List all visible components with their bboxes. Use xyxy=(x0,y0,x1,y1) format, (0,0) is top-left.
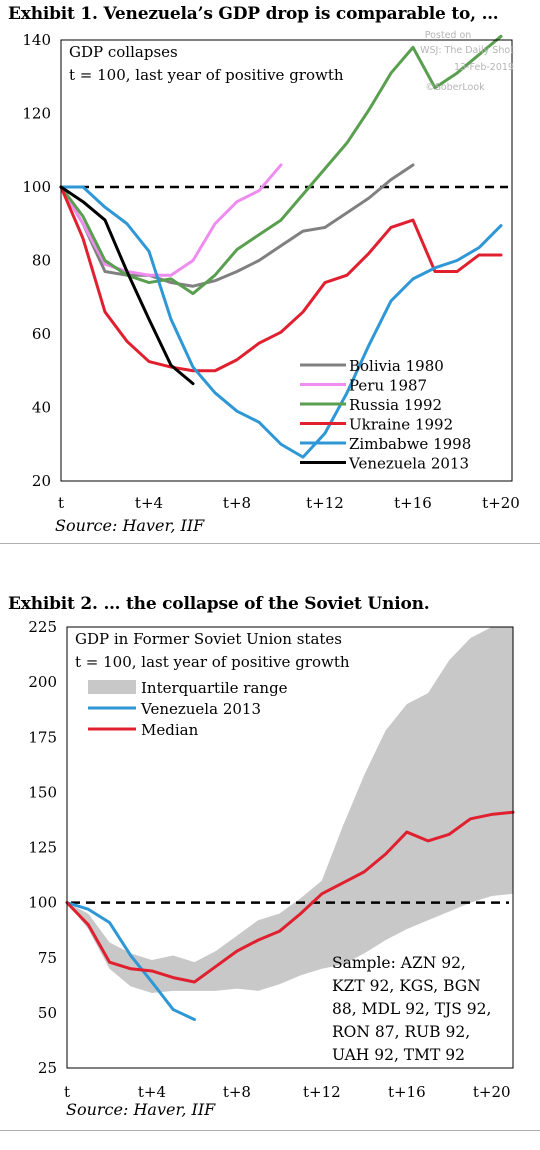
x-tick-label: t+20 xyxy=(482,494,520,512)
y-tick-label: 75 xyxy=(38,949,57,967)
y-tick-label: 100 xyxy=(22,178,51,196)
y-tick-label: 50 xyxy=(38,1004,57,1022)
sample-note-line: RON 87, RUB 92, xyxy=(332,1023,470,1041)
series-line-russia-1992 xyxy=(59,34,503,296)
plot-area: 20 40 60 80 100 120 140 t t+4 t+8 t+12 t+16 t+20 Boli… xyxy=(22,31,519,512)
y-tick-label: 150 xyxy=(28,783,57,801)
x-tick-label: t+16 xyxy=(394,494,432,512)
sample-note-line: Sample: AZN 92, xyxy=(332,954,466,972)
legend-label-venezuela-2013: Venezuela 2013 xyxy=(348,455,469,473)
legend-label-venezuela-2013: Venezuela 2013 xyxy=(140,700,261,718)
legend-label-russia-1992: Russia 1992 xyxy=(349,396,442,414)
exhibit-2: Exhibit 2. … the collapse of the Soviet … xyxy=(0,590,540,1135)
series-line-zimbabwe-1998 xyxy=(59,185,503,459)
legend-label-bolivia-1980: Bolivia 1980 xyxy=(349,357,444,375)
y-tick-label: 80 xyxy=(32,252,51,270)
y-tick-label: 120 xyxy=(22,105,51,123)
exhibit-1-title: Exhibit 1. Venezuela’s GDP drop is compa… xyxy=(8,4,499,24)
x-tick-label: t+16 xyxy=(388,1083,426,1101)
y-tick-label: 140 xyxy=(22,31,51,49)
x-tick-label: t+12 xyxy=(306,494,344,512)
legend-label-interquartile-range: Interquartile range xyxy=(141,679,288,697)
series-line-peru-1987 xyxy=(59,163,283,277)
source-note: Source: Haver, IIF xyxy=(66,1100,216,1119)
series-line-venezuela-2013 xyxy=(65,901,196,1021)
x-tick-label: t xyxy=(58,494,64,512)
divider xyxy=(0,1130,540,1131)
legend-label-peru-1987: Peru 1987 xyxy=(349,377,427,395)
source-note: Source: Haver, IIF xyxy=(55,516,205,535)
x-tick-label: t+4 xyxy=(138,1083,166,1101)
x-tick-label: t+8 xyxy=(223,1083,251,1101)
plot-frame xyxy=(66,626,514,1069)
y-tick-label: 125 xyxy=(28,839,57,857)
plot-frame xyxy=(60,39,513,482)
legend-label-zimbabwe-1998: Zimbabwe 1998 xyxy=(349,435,471,453)
sample-note-line: KZT 92, KGS, BGN xyxy=(332,977,481,995)
sample-note-line: 88, MDL 92, TJS 92, xyxy=(332,1000,491,1018)
watermark-text: WSJ: The Daily Shot xyxy=(420,45,514,56)
legend-label-ukraine-1992: Ukraine 1992 xyxy=(349,416,453,434)
y-tick-label: 60 xyxy=(32,325,51,343)
exhibit-1: Exhibit 1. Venezuela’s GDP drop is compa… xyxy=(0,0,540,545)
y-tick-label: 175 xyxy=(28,728,57,746)
series-line-venezuela-2013 xyxy=(59,185,195,386)
y-tick-label: 200 xyxy=(28,673,57,691)
legend-label-median: Median xyxy=(141,721,199,739)
chart-subtitle: t = 100, last year of positive growth xyxy=(69,66,344,84)
y-tick-label: 20 xyxy=(32,472,51,490)
x-tick-label: t xyxy=(64,1083,70,1101)
plot-area: 25 50 75 100 125 150 175 200 225 t t+4 t+8 t+12 t+16 t… xyxy=(28,618,515,1101)
watermark-text: ©SoberLook xyxy=(425,82,485,93)
chart-title: GDP collapses xyxy=(69,43,178,61)
y-tick-label: 25 xyxy=(38,1059,57,1077)
exhibit-2-title: Exhibit 2. … the collapse of the Soviet … xyxy=(8,594,430,614)
y-tick-label: 225 xyxy=(28,618,57,636)
y-tick-label: 40 xyxy=(32,399,51,417)
legend-swatch-interquartile-range xyxy=(88,680,136,694)
watermark-text: Posted on xyxy=(425,30,472,41)
x-tick-label: t+12 xyxy=(303,1083,341,1101)
divider xyxy=(0,543,540,544)
watermark-text: 13-Feb-2019 xyxy=(454,62,514,73)
exhibit-1-chart: 20 40 60 80 100 120 140 t t+4 t+8 t+12 t+16 t+20 Boli… xyxy=(22,30,519,512)
x-tick-label: t+8 xyxy=(223,494,251,512)
chart-title: GDP in Former Soviet Union states xyxy=(75,630,342,648)
x-tick-label: t+4 xyxy=(135,494,163,512)
sample-note-line: UAH 92, TMT 92 xyxy=(332,1046,465,1064)
chart-subtitle: t = 100, last year of positive growth xyxy=(75,653,350,671)
series-line-ukraine-1992 xyxy=(59,185,503,373)
x-tick-label: t+20 xyxy=(473,1083,511,1101)
exhibit-2-chart: 25 50 75 100 125 150 175 200 225 t t+4 t+8 t+12 t+16 t… xyxy=(28,618,515,1101)
series-line-bolivia-1980 xyxy=(59,163,415,288)
y-tick-label: 100 xyxy=(28,894,57,912)
watermark: Posted on WSJ: The Daily Shot 13-Feb-2019 ©… xyxy=(420,30,514,93)
series-line-median xyxy=(65,810,515,984)
sample-note: Sample: AZN 92, KZT 92, KGS, BGN 88, MDL 9… xyxy=(332,954,491,1064)
